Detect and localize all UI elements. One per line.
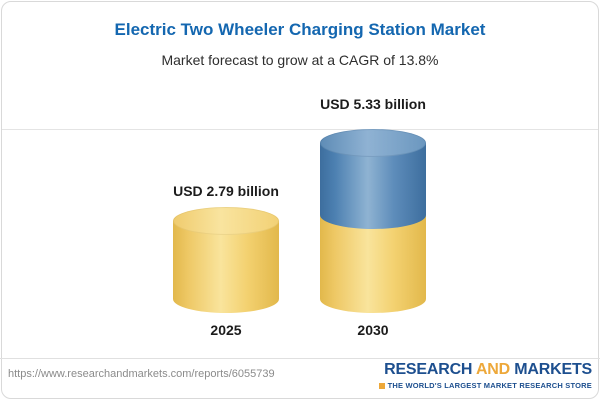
brand-tagline: THE WORLD'S LARGEST MARKET RESEARCH STOR… [378,381,592,390]
brand-wordmark: RESEARCH AND MARKETS [379,361,592,379]
report-url-link[interactable]: https://www.researchandmarkets.com/repor… [8,368,275,380]
brand-word-research: RESEARCH [384,361,473,378]
bar-2025-top-ellipse [173,207,279,235]
category-label-2030: 2030 [357,322,389,338]
value-label-2025: USD 2.79 billion [173,183,279,199]
brand-tagline-text: THE WORLD'S LARGEST MARKET RESEARCH STOR… [387,381,592,390]
bar-2025-body [173,221,279,313]
max-value-gridline [2,129,598,130]
bar-2030-upper-segment [320,143,426,229]
bar-2030-top-ellipse [320,129,426,157]
bar-2030-lower-segment [320,215,426,313]
bar-2025 [173,207,279,313]
brand-word-markets: MARKETS [514,361,592,378]
gold-square-icon [378,382,385,389]
chart-subtitle: Market forecast to grow at a CAGR of 13.… [161,52,439,68]
value-label-2030: USD 5.33 billion [320,96,426,112]
brand-logo: RESEARCH AND MARKETS THE WORLD'S LARGEST… [378,361,592,390]
category-label-2025: 2025 [210,322,242,338]
chart-title: Electric Two Wheeler Charging Station Ma… [114,20,486,39]
bar-2030 [320,129,426,313]
footer-divider [0,358,600,359]
brand-word-and: AND [475,361,511,378]
